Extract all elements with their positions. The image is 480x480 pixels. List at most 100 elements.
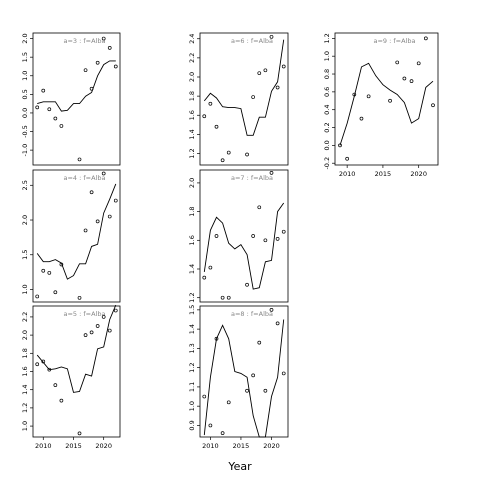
observed-point	[47, 107, 52, 112]
observed-point	[95, 60, 100, 65]
y-tick-label: 1.0	[21, 421, 29, 431]
panel: a=5 : f=Alba 1.0 1.2 1.4 1.6 1.8 2.0 2.2 2010 201…	[21, 304, 121, 450]
y-tick-label: 0.0	[323, 140, 331, 150]
y-tick-label: 2.5	[21, 180, 29, 190]
x-axis-label: Year	[227, 460, 252, 473]
y-tick-label: 1.2	[21, 403, 29, 413]
y-tick-label: 1.6	[21, 366, 29, 376]
plot-frame	[199, 305, 289, 438]
y-tick-label: 2.0	[188, 72, 196, 82]
observed-point	[89, 86, 94, 91]
observed-point	[83, 333, 88, 337]
observed-point	[47, 270, 52, 275]
observed-point	[269, 308, 274, 312]
observed-point	[107, 214, 112, 219]
x-tick-label: 2010	[202, 442, 219, 450]
x-tick-label: 2020	[263, 442, 280, 450]
y-tick-label: 1.4	[188, 324, 196, 334]
observed-point	[208, 101, 213, 106]
y-tick-label: 1.4	[188, 129, 196, 139]
y-tick-label: 2.0	[21, 330, 29, 340]
observed-point	[53, 116, 58, 121]
observed-point	[263, 68, 268, 73]
observed-point	[226, 150, 231, 155]
x-tick-label: 2015	[65, 442, 82, 450]
y-tick-label: 1.6	[188, 235, 196, 245]
y-tick-label: 1.8	[188, 206, 196, 216]
observed-point	[263, 388, 268, 393]
observed-point	[402, 76, 407, 81]
observed-point	[202, 275, 207, 280]
observed-point	[101, 315, 106, 319]
observed-point	[77, 431, 82, 436]
observed-point	[275, 85, 280, 90]
observed-point	[83, 68, 88, 73]
observed-point	[352, 92, 357, 97]
panels: a=3 : f=Alba-1.0-0.50.00.51.01.52.0 a=6 :…	[21, 32, 439, 450]
observed-point	[251, 95, 256, 99]
y-tick-label: 1.0	[21, 284, 29, 294]
y-tick-label: 1.3	[188, 343, 196, 353]
observed-point	[59, 398, 64, 403]
panel-title: a=6 : f=Alba	[231, 37, 273, 45]
fitted-line	[339, 62, 434, 146]
y-tick-label: 1.2	[188, 293, 196, 303]
observed-point	[41, 359, 46, 364]
observed-point	[245, 152, 249, 157]
observed-point	[208, 423, 213, 428]
observed-point	[416, 61, 421, 66]
y-tick-label: -0.2	[323, 157, 331, 170]
observed-point	[226, 400, 231, 405]
observed-point	[220, 431, 225, 435]
y-tick-label: 0.4	[323, 105, 331, 115]
observed-point	[77, 295, 82, 300]
y-tick-label: -1.0	[21, 144, 29, 157]
plot-frame	[32, 169, 121, 303]
observed-point	[269, 171, 274, 175]
observed-point	[41, 88, 46, 93]
y-tick-label: 2.0	[188, 178, 196, 188]
y-tick-label: 1.8	[188, 91, 196, 101]
observed-point	[95, 324, 100, 328]
observed-point	[59, 262, 64, 267]
observed-point	[59, 124, 64, 128]
fitted-line	[37, 60, 116, 112]
observed-point	[388, 98, 392, 103]
panel-title: a=9 : f=Alba	[374, 37, 416, 45]
observed-point	[89, 330, 94, 335]
y-tick-label: 1.0	[21, 71, 29, 81]
panel-title: a=3 : f=Alba	[64, 37, 106, 45]
observed-point	[275, 237, 280, 241]
observed-point	[395, 60, 400, 65]
y-tick-label: 2.0	[21, 33, 29, 43]
observed-point	[409, 79, 414, 84]
y-tick-label: 1.8	[21, 348, 29, 358]
panel: a=8 : f=Alba 0.9 1.0 1.1 1.2 1.3 1.4 1.5 2010 201…	[188, 305, 289, 450]
panel-title: a=4 : f=Alba	[64, 174, 106, 182]
observed-point	[53, 290, 58, 295]
observed-point	[366, 94, 371, 99]
observed-point	[220, 158, 225, 163]
y-tick-label: 1.2	[323, 33, 331, 43]
y-tick-label: 2.4	[188, 34, 196, 44]
observed-point	[251, 234, 256, 238]
observed-point	[95, 219, 100, 224]
fitted-line	[36, 183, 117, 280]
y-tick-label: 2.2	[188, 53, 196, 63]
y-tick-label: 0.6	[323, 87, 331, 97]
fitted-line	[203, 202, 285, 290]
y-tick-label: 1.0	[188, 401, 196, 411]
y-tick-label: 1.1	[188, 382, 196, 392]
y-tick-label: 0.9	[188, 420, 196, 430]
observed-point	[257, 71, 262, 76]
observed-point	[47, 367, 52, 372]
y-tick-label: 0.0	[21, 108, 29, 118]
fitted-line	[36, 304, 117, 393]
y-tick-label: 1.5	[21, 52, 29, 62]
y-tick-label: 1.5	[188, 305, 196, 315]
x-tick-label: 2015	[375, 170, 392, 178]
plot-frame	[32, 32, 121, 166]
panel: a=7 : f=Alba 1.2 1.4 1.6 1.8 2.0	[188, 169, 289, 303]
y-tick-label: 1.0	[323, 51, 331, 61]
panel-title: a=8 : f=Alba	[231, 310, 273, 318]
